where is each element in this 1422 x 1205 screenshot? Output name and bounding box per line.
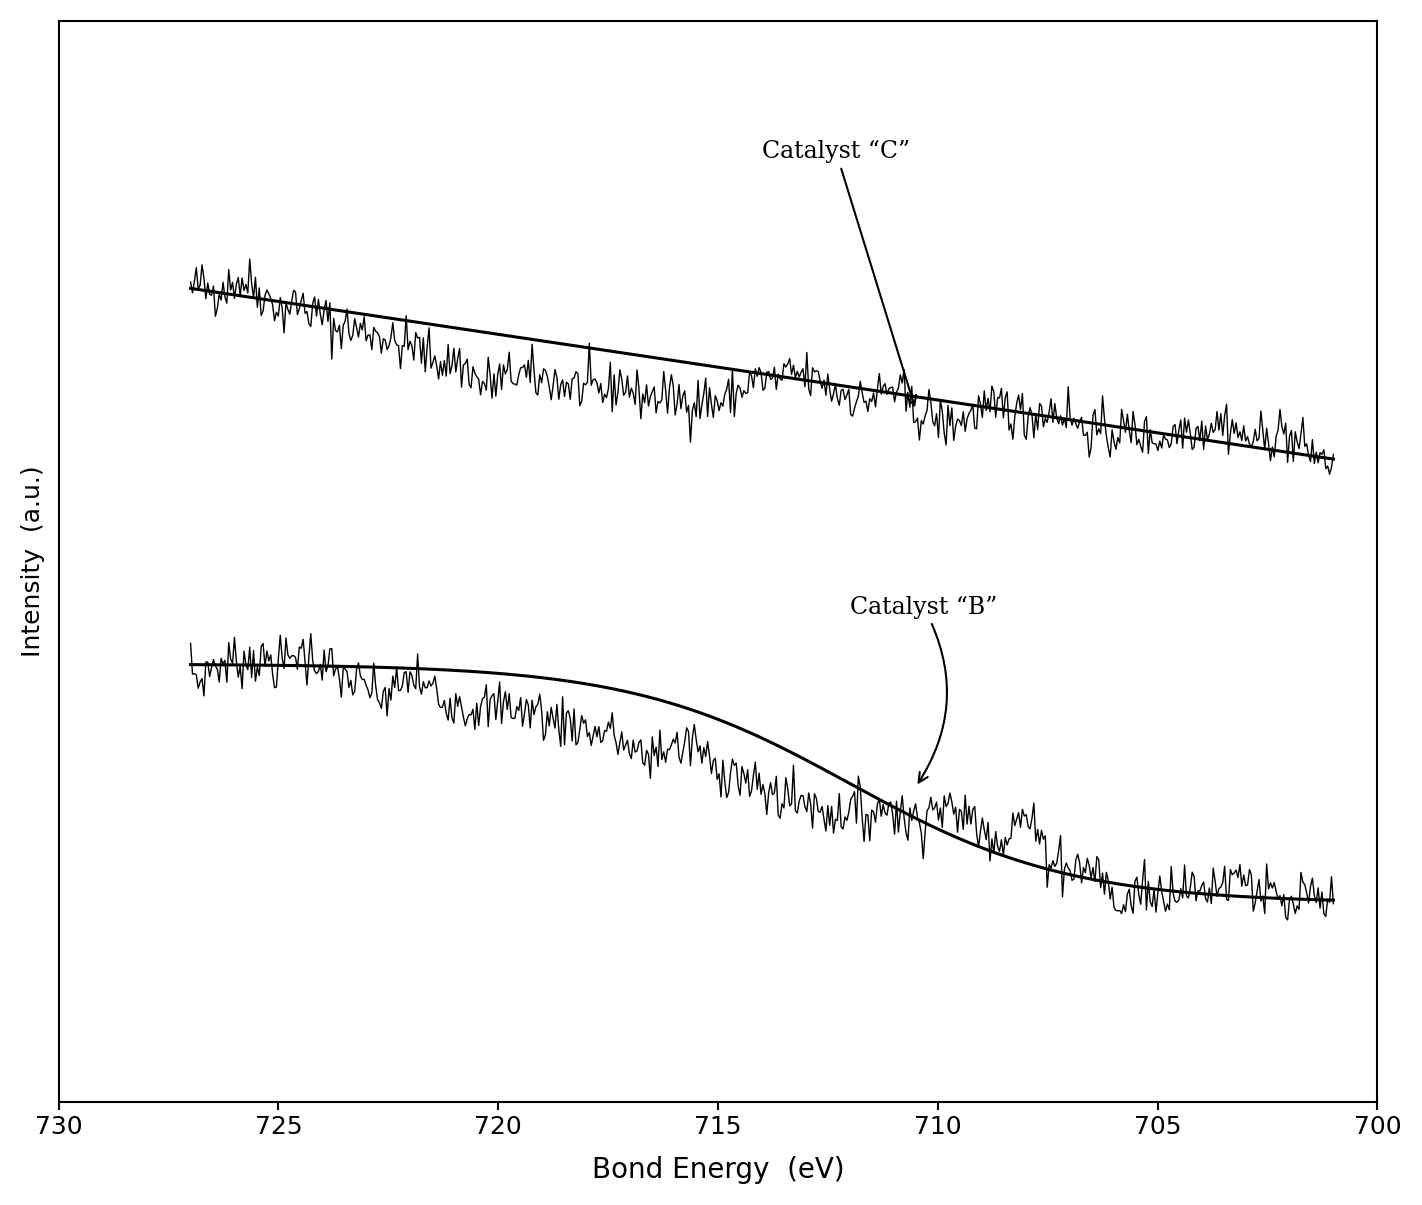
Y-axis label: Intensity  (a.u.): Intensity (a.u.) (21, 466, 46, 658)
Text: Catalyst “B”: Catalyst “B” (850, 595, 997, 782)
Text: Catalyst “C”: Catalyst “C” (762, 140, 916, 405)
X-axis label: Bond Energy  (eV): Bond Energy (eV) (592, 1156, 845, 1185)
